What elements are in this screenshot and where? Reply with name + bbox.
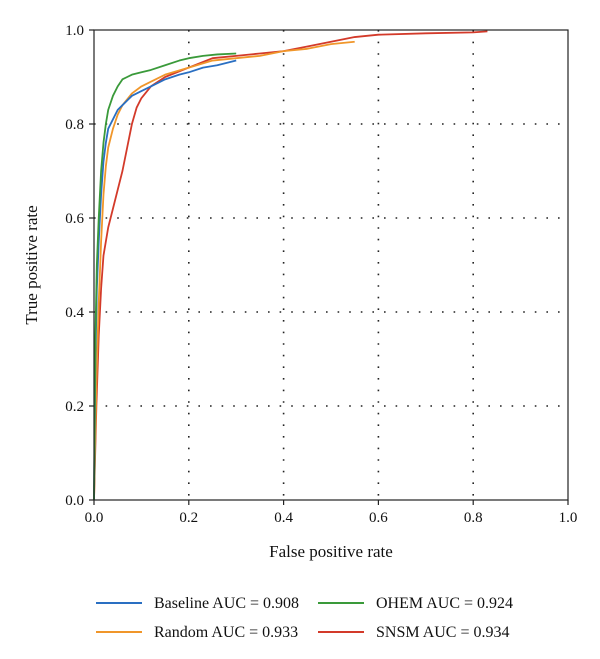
y-tick-label: 0.2 [65, 399, 84, 415]
x-tick-label: 0.8 [464, 510, 483, 526]
y-axis-ticks: 0.0 0.2 0.4 0.6 0.8 1.0 [65, 23, 94, 509]
x-tick-label: 1.0 [559, 510, 578, 526]
series-line-1 [93, 52, 237, 501]
y-tick-label: 0.4 [65, 305, 84, 321]
y-tick-label: 1.0 [65, 23, 84, 39]
legend: Baseline AUC = 0.908 OHEM AUC = 0.924 Rand… [96, 595, 513, 641]
x-axis-label: False positive rate [269, 542, 393, 561]
legend-label: Baseline AUC = 0.908 [154, 595, 299, 612]
y-tick-label: 0.8 [65, 117, 84, 133]
legend-label: SNSM AUC = 0.934 [376, 624, 510, 641]
y-axis-label: True positive rate [22, 205, 41, 324]
series-line-3 [93, 30, 488, 501]
x-axis-ticks: 0.0 0.2 0.4 0.6 0.8 1.0 [85, 500, 578, 526]
x-tick-label: 0.2 [179, 510, 198, 526]
x-tick-label: 0.4 [274, 510, 293, 526]
series-line-0 [93, 59, 237, 501]
x-tick-label: 0.0 [85, 510, 104, 526]
series-lines [93, 30, 488, 501]
legend-label: Random AUC = 0.933 [154, 624, 298, 641]
x-tick-label: 0.6 [369, 510, 388, 526]
y-tick-label: 0.6 [65, 211, 84, 227]
series-line-2 [93, 40, 355, 501]
legend-label: OHEM AUC = 0.924 [376, 595, 513, 612]
plot-frame [93, 29, 569, 501]
y-tick-label: 0.0 [65, 493, 84, 509]
grid [94, 30, 568, 500]
